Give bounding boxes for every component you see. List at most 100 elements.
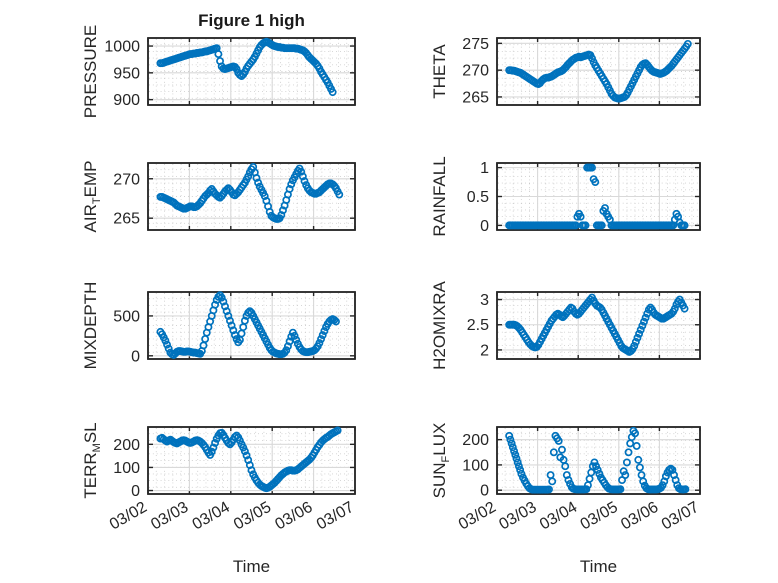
data-point xyxy=(513,458,522,467)
data-point xyxy=(616,485,625,494)
data-point xyxy=(221,302,229,311)
data-point xyxy=(558,445,566,454)
y-tick-label: 100 xyxy=(462,457,489,474)
data-point xyxy=(290,331,299,340)
data-point xyxy=(588,462,597,471)
data-point xyxy=(658,481,667,490)
y-tick-label: 3 xyxy=(480,292,489,309)
data-point xyxy=(597,221,606,230)
data-point xyxy=(254,178,263,187)
data-point xyxy=(229,326,238,335)
x-axis-label: Time xyxy=(233,557,270,576)
data-point xyxy=(564,476,573,485)
data-point xyxy=(512,454,521,463)
plot-border xyxy=(147,426,356,495)
data-point xyxy=(283,342,292,351)
data-point xyxy=(277,211,286,219)
y-tick-label: 0 xyxy=(480,483,489,500)
y-tick-label: 100 xyxy=(113,460,140,477)
data-point xyxy=(335,190,344,199)
data-point xyxy=(582,485,591,494)
data-point xyxy=(317,335,325,344)
data-point xyxy=(333,426,342,435)
panel-mid-upper-left: 265 270 AIRTEMP xyxy=(81,161,356,232)
data-point xyxy=(247,466,256,475)
data-point xyxy=(163,340,171,349)
plot-border xyxy=(496,162,701,231)
data-point xyxy=(681,485,690,494)
data-point xyxy=(320,327,329,336)
x-tick-label: 03/07 xyxy=(314,499,357,534)
plot-border xyxy=(496,291,701,360)
x-tick-label: 03/05 xyxy=(231,499,274,534)
data-point xyxy=(507,439,516,448)
y-tick-label: 1000 xyxy=(104,39,140,56)
data-point xyxy=(545,485,553,494)
data-series xyxy=(156,37,337,97)
data-point xyxy=(683,39,692,48)
data-point xyxy=(214,50,223,59)
data-point xyxy=(511,450,520,459)
data-point xyxy=(588,54,596,63)
panel-mid-upper-right: 0 0.5 1 RAINFALL xyxy=(430,156,701,237)
y-tick-label: 270 xyxy=(462,63,489,80)
data-point xyxy=(282,346,291,355)
data-point xyxy=(219,297,228,306)
data-point xyxy=(554,436,563,445)
data-point xyxy=(240,316,249,325)
data-point xyxy=(244,172,253,181)
data-point xyxy=(640,317,648,326)
data-point xyxy=(622,458,631,467)
y-tick-label: 950 xyxy=(113,65,140,82)
panel-mid-lower-left: 0 500 MIXDEPTH xyxy=(81,282,356,369)
data-point xyxy=(279,206,287,215)
x-tick-label: 03/06 xyxy=(618,499,661,534)
y-tick-label: 0.5 xyxy=(467,189,489,206)
data-point xyxy=(214,292,223,301)
plot-border xyxy=(496,426,701,495)
data-point xyxy=(591,178,600,187)
data-point xyxy=(630,341,639,350)
y-tick-label: 270 xyxy=(113,171,140,188)
data-point xyxy=(670,304,679,313)
data-point xyxy=(680,221,689,230)
data-point xyxy=(227,321,236,330)
data-series xyxy=(505,426,690,494)
data-point xyxy=(592,462,601,471)
data-point xyxy=(232,65,241,74)
data-point xyxy=(639,477,648,486)
data-point xyxy=(549,448,558,457)
y-tick-label: 0 xyxy=(480,218,489,235)
data-point xyxy=(164,344,173,353)
data-point xyxy=(621,471,630,479)
data-point xyxy=(619,467,628,476)
data-point xyxy=(635,329,644,338)
data-point xyxy=(297,167,306,176)
data-point xyxy=(680,304,689,313)
data-series xyxy=(505,39,692,103)
y-tick-label: 2 xyxy=(480,342,489,359)
x-tick-label: 03/03 xyxy=(496,499,539,534)
data-point xyxy=(161,336,170,345)
data-point xyxy=(211,300,220,309)
data-point xyxy=(292,335,301,344)
x-tick-label: 03/04 xyxy=(190,499,233,534)
x-tick-label: 03/04 xyxy=(537,499,580,534)
data-point xyxy=(548,477,557,486)
data-point xyxy=(593,466,602,474)
plot-area-bottom-right xyxy=(496,426,701,495)
data-point xyxy=(635,463,644,472)
x-tick-label: 03/02 xyxy=(107,499,150,534)
data-point xyxy=(588,163,596,172)
y-axis-label: THETA xyxy=(430,44,449,99)
data-point xyxy=(328,88,337,97)
data-point xyxy=(300,177,309,186)
data-point xyxy=(240,447,249,456)
y-tick-label: 0 xyxy=(131,348,140,365)
panel-bottom-left: 0 100 200 TERRMSL03/0203/0303/0403/0503/060… xyxy=(81,422,357,576)
y-tick-label: 275 xyxy=(462,36,489,53)
data-point xyxy=(510,447,518,455)
y-tick-label: 500 xyxy=(113,308,140,325)
